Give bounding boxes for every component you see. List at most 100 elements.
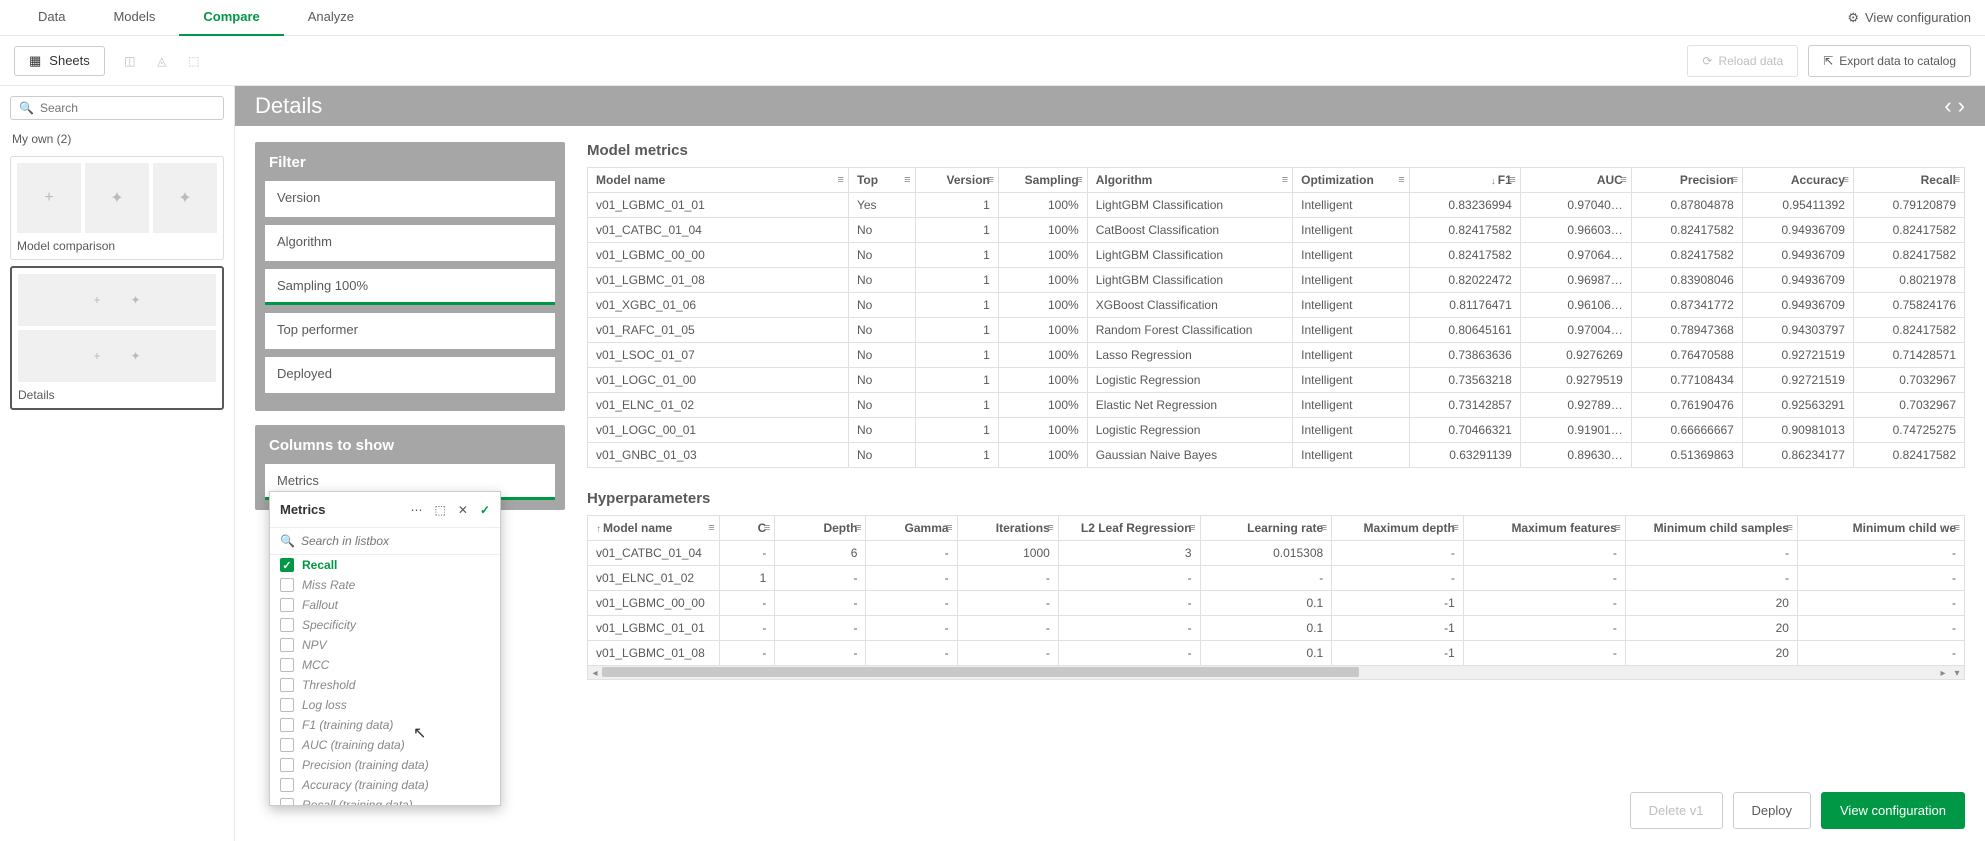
metric-option[interactable]: MCC (270, 655, 500, 675)
table-row[interactable]: v01_LSOC_01_07No1100%Lasso RegressionInt… (588, 343, 1965, 368)
column-header[interactable]: Sampling≡ (998, 168, 1087, 193)
table-row[interactable]: v01_LGBMC_00_00No1100%LightGBM Classific… (588, 243, 1965, 268)
column-menu-icon[interactable]: ≡ (1282, 174, 1288, 186)
sheets-button[interactable]: ▦ Sheets (14, 46, 105, 76)
column-header[interactable]: ↓F1≡ (1409, 168, 1520, 193)
table-row[interactable]: v01_ELNC_01_02No1100%Elastic Net Regress… (588, 393, 1965, 418)
column-header[interactable]: Algorithm≡ (1087, 168, 1292, 193)
table-row[interactable]: v01_CATBC_01_04-6-100030.015308---- (588, 541, 1965, 566)
column-header[interactable]: C≡ (719, 516, 775, 541)
column-menu-icon[interactable]: ≡ (1787, 522, 1793, 534)
table-row[interactable]: v01_LGBMC_01_01-----0.1-1-20- (588, 616, 1965, 641)
select-all-icon[interactable]: ⬚ (435, 503, 446, 517)
horizontal-scrollbar[interactable]: ◂ ▸ ▾ (587, 666, 1965, 680)
column-menu-icon[interactable]: ≡ (1731, 174, 1737, 186)
column-menu-icon[interactable]: ≡ (904, 174, 910, 186)
column-header[interactable]: Model name≡ (588, 168, 849, 193)
metrics-search-input[interactable] (301, 534, 490, 548)
column-header[interactable]: Learning rate≡ (1200, 516, 1332, 541)
selection-icon[interactable]: ⬚ (183, 50, 205, 72)
filter-item[interactable]: Algorithm (265, 225, 555, 261)
column-header[interactable]: ↑Model name≡ (588, 516, 720, 541)
column-menu-icon[interactable]: ≡ (1620, 174, 1626, 186)
column-header[interactable]: Gamma≡ (866, 516, 957, 541)
column-menu-icon[interactable]: ≡ (1509, 174, 1515, 186)
column-menu-icon[interactable]: ≡ (1954, 174, 1960, 186)
column-header[interactable]: Iterations≡ (957, 516, 1058, 541)
column-menu-icon[interactable]: ≡ (1842, 174, 1848, 186)
table-row[interactable]: v01_RAFC_01_05No1100%Random Forest Class… (588, 318, 1965, 343)
column-menu-icon[interactable]: ≡ (1047, 522, 1053, 534)
view-configuration-button[interactable]: View configuration (1821, 792, 1965, 829)
table-row[interactable]: v01_XGBC_01_06No1100%XGBoost Classificat… (588, 293, 1965, 318)
scroll-right-icon[interactable]: ▸ (1936, 666, 1950, 680)
column-menu-icon[interactable]: ≡ (946, 522, 952, 534)
table-row[interactable]: v01_LOGC_00_01No1100%Logistic Regression… (588, 418, 1965, 443)
table-row[interactable]: v01_LGBMC_01_08-----0.1-1-20- (588, 641, 1965, 666)
column-header[interactable]: Top≡ (848, 168, 915, 193)
chevron-right-icon[interactable]: › (1958, 93, 1965, 119)
nav-tab-data[interactable]: Data (14, 0, 89, 36)
table-row[interactable]: v01_CATBC_01_04No1100%CatBoost Classific… (588, 218, 1965, 243)
column-header[interactable]: Maximum features≡ (1463, 516, 1625, 541)
column-menu-icon[interactable]: ≡ (987, 174, 993, 186)
metric-option[interactable]: ✓Recall (270, 555, 500, 575)
metric-option[interactable]: Recall (training data) (270, 795, 500, 805)
view-configuration-link[interactable]: ⚙ View configuration (1847, 10, 1971, 26)
column-menu-icon[interactable]: ≡ (1321, 522, 1327, 534)
sheet-search-input[interactable] (40, 101, 215, 115)
column-menu-icon[interactable]: ≡ (1452, 522, 1458, 534)
column-menu-icon[interactable]: ≡ (764, 522, 770, 534)
metric-option[interactable]: AUC (training data) (270, 735, 500, 755)
column-menu-icon[interactable]: ≡ (838, 174, 844, 186)
metric-option[interactable]: Miss Rate (270, 575, 500, 595)
filter-item[interactable]: Deployed (265, 357, 555, 393)
column-header[interactable]: L2 Leaf Regression≡ (1058, 516, 1200, 541)
nav-tab-models[interactable]: Models (89, 0, 179, 36)
metric-option[interactable]: F1 (training data) (270, 715, 500, 735)
nav-tab-compare[interactable]: Compare (179, 0, 283, 36)
column-menu-icon[interactable]: ≡ (1076, 174, 1082, 186)
table-row[interactable]: v01_ELNC_01_021--------- (588, 566, 1965, 591)
column-header[interactable]: Minimum child we≡ (1797, 516, 1964, 541)
nav-tab-analyze[interactable]: Analyze (284, 0, 378, 36)
column-menu-icon[interactable]: ≡ (855, 522, 861, 534)
close-icon[interactable]: ✕ (458, 503, 468, 517)
more-icon[interactable]: ⋯ (411, 503, 423, 517)
filter-item[interactable]: Top performer (265, 313, 555, 349)
smart-select-icon[interactable]: ◫ (119, 50, 141, 72)
sheet-search[interactable]: 🔍 (10, 96, 224, 120)
column-menu-icon[interactable]: ≡ (1189, 522, 1195, 534)
column-menu-icon[interactable]: ≡ (1614, 522, 1620, 534)
metric-option[interactable]: Accuracy (training data) (270, 775, 500, 795)
metric-option[interactable]: Precision (training data) (270, 755, 500, 775)
column-menu-icon[interactable]: ≡ (1398, 174, 1404, 186)
table-row[interactable]: v01_GNBC_01_03No1100%Gaussian Naive Baye… (588, 443, 1965, 468)
column-header[interactable]: Optimization≡ (1293, 168, 1410, 193)
lasso-icon[interactable]: ◬ (151, 50, 173, 72)
column-header[interactable]: Accuracy≡ (1742, 168, 1853, 193)
filter-item[interactable]: Sampling 100% (265, 269, 555, 305)
scroll-left-icon[interactable]: ◂ (588, 666, 602, 680)
column-header[interactable]: Recall≡ (1853, 168, 1964, 193)
column-menu-icon[interactable]: ≡ (1954, 522, 1960, 534)
metric-option[interactable]: Fallout (270, 595, 500, 615)
column-header[interactable]: Depth≡ (775, 516, 866, 541)
my-own-label[interactable]: My own (2) (10, 128, 224, 156)
confirm-icon[interactable]: ✓ (480, 503, 490, 517)
table-row[interactable]: v01_LGBMC_01_01Yes1100%LightGBM Classifi… (588, 193, 1965, 218)
deploy-button[interactable]: Deploy (1733, 792, 1811, 829)
scroll-end-icon[interactable]: ▾ (1950, 666, 1964, 680)
column-menu-icon[interactable]: ≡ (708, 522, 714, 534)
metric-option[interactable]: Threshold (270, 675, 500, 695)
filter-item[interactable]: Version (265, 181, 555, 217)
scrollbar-thumb[interactable] (602, 667, 1359, 677)
column-header[interactable]: Precision≡ (1631, 168, 1742, 193)
metric-option[interactable]: Specificity (270, 615, 500, 635)
chevron-left-icon[interactable]: ‹ (1944, 93, 1951, 119)
export-data-button[interactable]: ⇱ Export data to catalog (1808, 45, 1971, 77)
table-row[interactable]: v01_LGBMC_01_08No1100%LightGBM Classific… (588, 268, 1965, 293)
sheet-card-model-comparison[interactable]: + ✦ ✦ Model comparison (10, 156, 224, 260)
metric-option[interactable]: NPV (270, 635, 500, 655)
metric-option[interactable]: Log loss (270, 695, 500, 715)
